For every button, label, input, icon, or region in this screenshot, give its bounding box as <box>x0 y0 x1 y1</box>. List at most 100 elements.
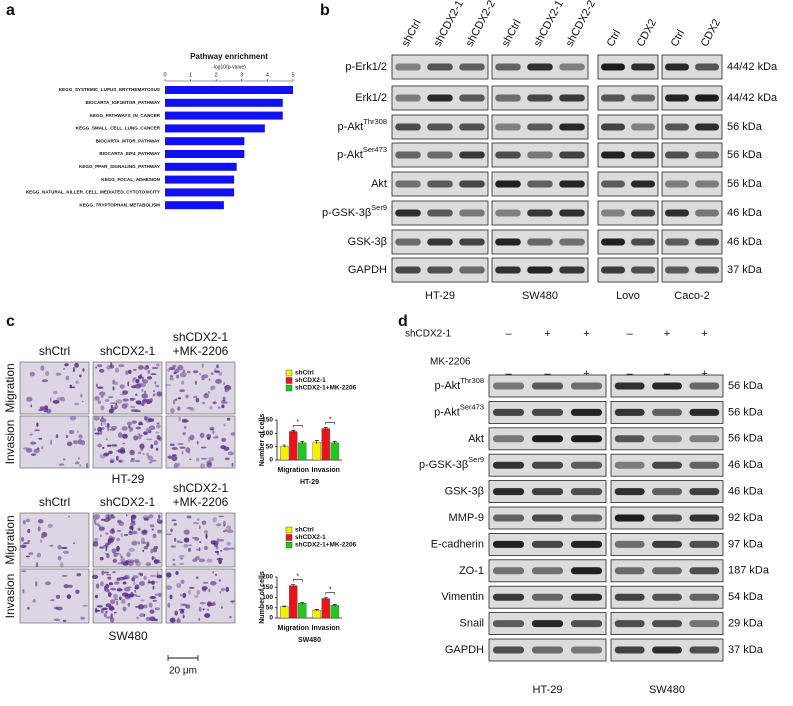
cell-stain <box>191 536 198 539</box>
cell-stain <box>69 429 75 435</box>
row-label-text: Vimentin <box>441 591 484 603</box>
cell-stain <box>143 604 148 609</box>
cell-stain <box>183 529 190 535</box>
bar <box>165 162 237 171</box>
cell-stain <box>95 383 98 388</box>
cell-stain <box>115 367 119 373</box>
blot-band <box>559 266 585 274</box>
cell-stain <box>221 401 228 404</box>
row-label-text: GAPDH <box>348 264 387 276</box>
row-label-text: GSK-3β <box>445 486 484 498</box>
blot-band <box>395 151 421 159</box>
cell-stain <box>130 517 133 522</box>
cell-stain <box>110 407 117 411</box>
cell-stain <box>30 453 37 456</box>
cell-stain <box>103 422 107 425</box>
legend-swatch <box>285 377 293 384</box>
blot-band <box>601 151 625 159</box>
x-tick-label: Invasion <box>312 625 340 632</box>
kda-label: 56 kDa <box>728 406 764 418</box>
column-label: shCDX2-1 <box>100 495 156 509</box>
cell-stain <box>151 367 159 369</box>
cell-stain <box>105 616 112 619</box>
cell-stain <box>95 523 100 526</box>
legend-swatch <box>285 534 293 541</box>
cell-stain <box>66 594 72 599</box>
row-label-text: p-Akt <box>338 121 364 133</box>
row-label-sup: Ser473 <box>460 402 484 411</box>
cell-stain <box>129 559 135 563</box>
cell-stain <box>169 617 176 623</box>
cell-stain <box>94 432 101 435</box>
blot-band <box>559 151 585 159</box>
blot-frame <box>661 171 723 197</box>
blot-band <box>689 382 720 390</box>
blot-band <box>459 123 485 131</box>
chart-title: Pathway enrichment <box>190 52 268 61</box>
cell-stain <box>113 611 117 614</box>
condition-sign: + <box>583 368 589 380</box>
row-label: GAPDH <box>445 644 484 656</box>
kda-label: 37 kDa <box>728 644 764 656</box>
cell-stain <box>106 423 110 427</box>
cell-stain <box>30 441 37 445</box>
cell-stain <box>177 397 182 400</box>
blot-band <box>614 646 645 654</box>
blot-band <box>631 238 655 246</box>
cell-stain <box>122 398 129 402</box>
cell-stain <box>153 557 156 560</box>
blot-band <box>559 123 585 131</box>
cell-stain <box>22 520 26 525</box>
blot-band <box>665 209 689 217</box>
cell-stain <box>112 386 115 391</box>
blot-band <box>427 238 453 246</box>
cell-stain <box>201 363 204 368</box>
blot-band <box>427 123 453 131</box>
cell-stain <box>114 581 120 585</box>
cell-stain <box>177 443 184 445</box>
blot-band <box>495 209 521 217</box>
cell-stain <box>177 364 184 371</box>
cell-stain <box>154 581 159 583</box>
kda-label: 37 kDa <box>727 264 763 276</box>
error-bar <box>282 605 287 608</box>
kda-label: 187 kDa <box>728 565 770 577</box>
blot-band <box>527 209 553 217</box>
cell-stain <box>142 379 149 384</box>
x-tick-label: 4 <box>266 72 269 78</box>
bar <box>280 445 289 461</box>
row-label: GSK-3β <box>348 236 387 248</box>
cell-stain <box>135 459 141 463</box>
cell-stain <box>106 365 112 370</box>
cell-stain <box>146 438 153 441</box>
blot-band <box>459 209 485 217</box>
blot-band <box>614 514 645 522</box>
cell-stain <box>139 383 146 388</box>
blot-band <box>531 488 564 496</box>
blot-band <box>614 593 645 601</box>
cell-stain <box>133 435 139 441</box>
cell-stain <box>129 397 136 401</box>
cell-stain <box>37 526 41 532</box>
x-tick-label: Invasion <box>312 467 340 474</box>
cell-stain <box>155 363 160 367</box>
cell-stain <box>104 399 110 402</box>
cell-stain <box>131 525 134 531</box>
cell-stain <box>94 594 98 599</box>
cell-stain <box>96 583 100 589</box>
blot-band <box>459 63 485 71</box>
cell-stain <box>141 529 148 534</box>
cell-stain <box>186 370 191 374</box>
cell-stain <box>150 444 154 449</box>
cell-stain <box>148 461 152 464</box>
cell-stain <box>153 393 156 396</box>
cell-stain <box>135 605 139 608</box>
blot-band <box>652 408 682 416</box>
cell-stain <box>171 455 178 462</box>
cell-stain <box>110 460 114 464</box>
blot-band <box>689 593 720 601</box>
bar <box>165 175 235 184</box>
blot-band <box>570 620 603 628</box>
blot-band <box>652 435 682 443</box>
kda-label: 56 kDa <box>728 433 764 445</box>
